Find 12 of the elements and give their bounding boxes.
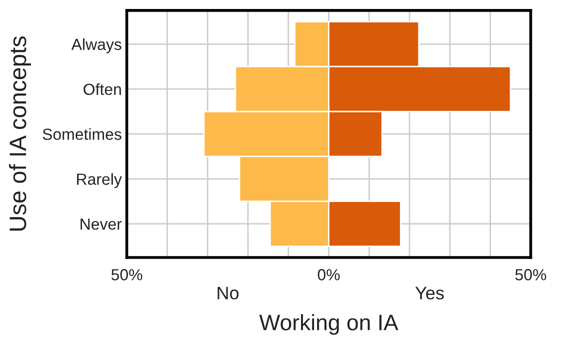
- x-axis-title: Working on IA: [259, 314, 398, 335]
- y-tick-label: Rarely: [77, 173, 122, 188]
- x-tick-label: 50%: [515, 269, 546, 280]
- text: No: [218, 286, 239, 300]
- y-axis-title: Use of IA concepts: [8, 36, 31, 231]
- x-tick-label: 0%: [318, 269, 340, 280]
- y-tick-label: Sometimes: [42, 128, 122, 140]
- y-tick-label: Never: [80, 218, 122, 230]
- y-tick-label: Always: [71, 38, 122, 54]
- y-tick-label: Often: [84, 83, 121, 95]
- text: Yes: [415, 286, 444, 300]
- x-tick-label: 50%: [111, 269, 142, 280]
